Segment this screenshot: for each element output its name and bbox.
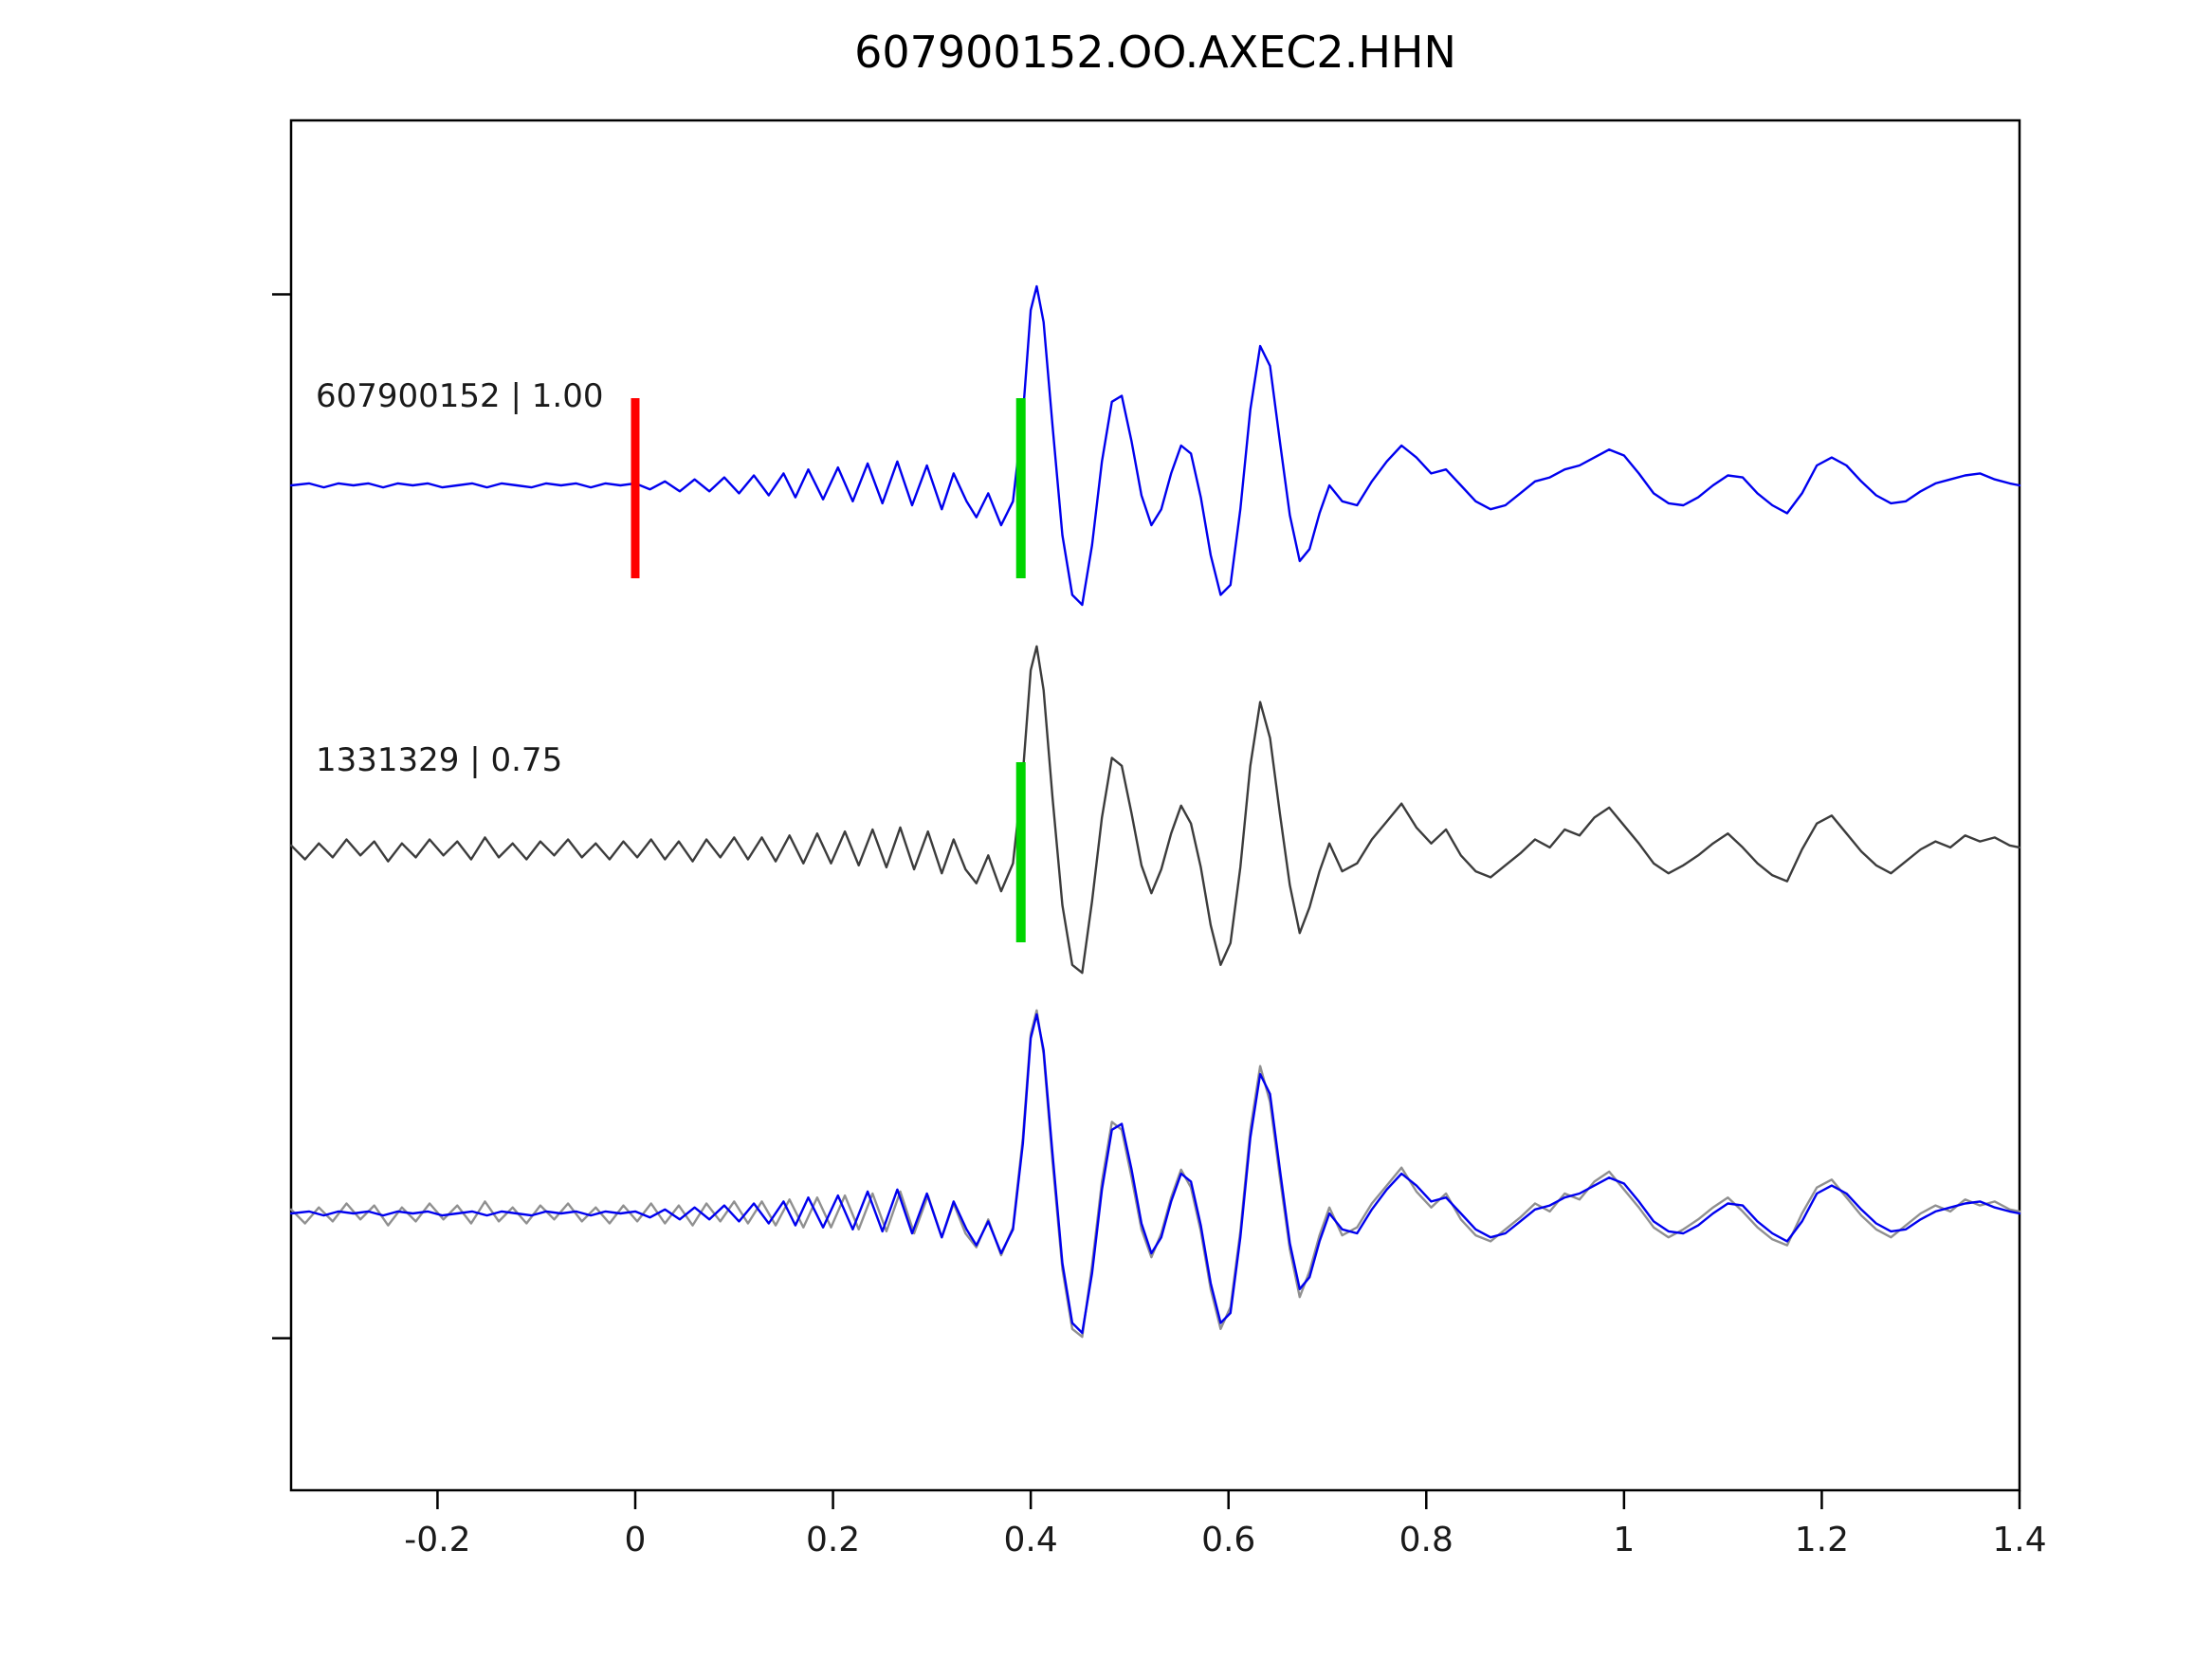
axis-box bbox=[289, 118, 2021, 1492]
x-tick-label: 0.6 bbox=[1201, 1521, 1255, 1559]
plot-title: 607900152.OO.AXEC2.HHN bbox=[854, 27, 1456, 78]
x-tick-label: 1.2 bbox=[1795, 1521, 1849, 1559]
template-trace-blue bbox=[289, 284, 2021, 607]
x-tick-label: 0.2 bbox=[806, 1521, 860, 1559]
overlay-trace-gray_light bbox=[289, 1009, 2021, 1339]
x-tick-label: 1 bbox=[1613, 1521, 1635, 1559]
x-tick-label: 0 bbox=[625, 1521, 647, 1559]
trace-label-detection: 1331329 | 0.75 bbox=[316, 741, 563, 779]
x-tick-label: -0.2 bbox=[404, 1521, 470, 1559]
trace-label-template: 607900152 | 1.00 bbox=[316, 377, 604, 415]
overlay-trace-blue bbox=[289, 1012, 2021, 1335]
detection-trace-gray_dark bbox=[289, 645, 2021, 975]
x-tick-label: 0.8 bbox=[1399, 1521, 1453, 1559]
x-tick-label: 0.4 bbox=[1004, 1521, 1058, 1559]
x-tick-label: 1.4 bbox=[1992, 1521, 2046, 1559]
